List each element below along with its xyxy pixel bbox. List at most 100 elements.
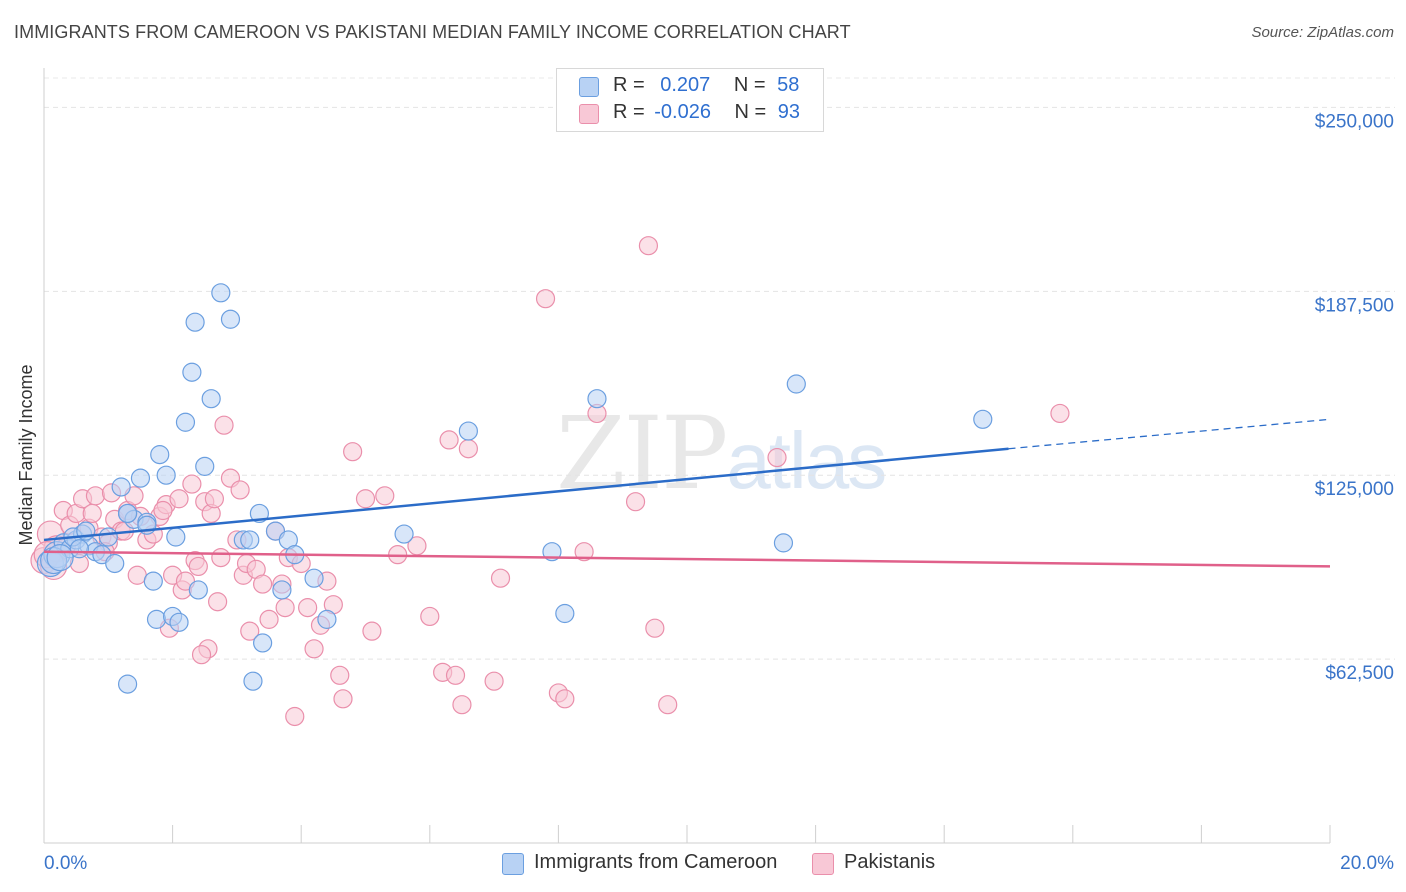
cameroon-point (69, 539, 89, 559)
legend-swatch-pakistanis (579, 104, 599, 124)
pakistani-point (445, 665, 466, 685)
y-tick-label: $62,500 (1325, 663, 1394, 684)
cameroon-point (117, 503, 138, 524)
cameroon-point (175, 412, 196, 432)
pakistani-point (535, 289, 556, 309)
chart-title: IMMIGRANTS FROM CAMEROON VS PAKISTANI ME… (14, 22, 851, 42)
cameroon-point (542, 542, 562, 562)
tick-labels: $62,500 $125,000 $187,500 $250,000 0.0% 20.0% (44, 111, 1394, 874)
cameroon-point (150, 445, 170, 465)
y-tick-label: $125,000 (1315, 479, 1394, 500)
cameroon-point (146, 609, 167, 629)
pakistani-point (304, 639, 324, 659)
cameroon-point (211, 283, 231, 303)
pakistani-point (188, 556, 208, 577)
cameroon-point (166, 527, 186, 547)
pakistani-point (182, 474, 202, 494)
cameroon-point (156, 465, 176, 485)
legend-n-label: N = (734, 101, 767, 123)
axes (43, 68, 1331, 844)
correlation-legend: R = 0.207 N = 58 R = -0.026 N = 93 (556, 68, 824, 132)
cameroon-point (253, 633, 273, 653)
bottom-legend-swatch-pakistanis (812, 853, 834, 875)
cameroon-trend-extension (1008, 418, 1331, 450)
pakistani-point (767, 447, 787, 468)
pakistani-point (458, 439, 478, 459)
pakistani-point (484, 671, 504, 691)
cameroon-point (169, 612, 189, 632)
pakistani-point (362, 621, 382, 641)
cameroon-point (201, 389, 221, 409)
cameroon-point (786, 374, 806, 394)
bottom-legend-swatch-cameroon (502, 853, 524, 875)
cameroon-point (555, 603, 575, 624)
pakistani-point (85, 486, 106, 506)
cameroon-point (105, 553, 125, 574)
y-tick-label: $187,500 (1315, 295, 1394, 316)
pakistani-point (439, 430, 459, 450)
source-label: Source: ZipAtlas.com (1251, 24, 1394, 41)
legend-n-value: 93 (777, 101, 801, 123)
pakistani-point (214, 415, 234, 435)
bottom-legend-label-pakistanis: Pakistanis (844, 851, 936, 873)
pakistani-point (490, 568, 511, 588)
cameroon-point (773, 533, 794, 553)
watermark: ZIPatlas (556, 395, 887, 512)
cameroon-point (317, 609, 337, 629)
cameroon-point (973, 409, 993, 429)
pakistani-point (230, 480, 250, 500)
cameroon-trend-line (43, 447, 1009, 542)
pakistani-point (153, 500, 173, 521)
cameroon-point (304, 568, 324, 588)
x-tick-label-max: 20.0% (1340, 853, 1394, 874)
legend-stats-pakistanis: R = -0.026 N = 93 (613, 101, 800, 124)
pakistani-point (82, 503, 102, 524)
pakistani-point (127, 565, 147, 585)
pakistani-point (658, 695, 678, 715)
cameroon-point (111, 477, 131, 497)
cameroon-point (188, 580, 208, 600)
cameroon-point (243, 671, 263, 691)
cameroon-point (195, 456, 215, 476)
series-cameroon-points (36, 283, 993, 694)
pakistani-point (333, 689, 353, 709)
cameroon-point (220, 309, 241, 329)
pakistani-point (452, 695, 472, 715)
cameroon-point (182, 362, 202, 382)
legend-n-label: N = (733, 74, 766, 96)
cameroon-point (240, 530, 260, 550)
pakistani-trend-line (43, 550, 1331, 568)
pakistani-point (330, 665, 350, 685)
pakistani-point (638, 236, 659, 256)
legend-r-value: 0.207 (660, 74, 711, 96)
trend-lines (43, 418, 1331, 568)
legend-r-label: R = (613, 74, 645, 96)
pakistani-point (555, 689, 575, 709)
pakistani-point (259, 609, 279, 629)
pakistani-point (420, 606, 440, 627)
pakistani-point (275, 598, 295, 618)
pakistani-point (298, 598, 318, 618)
cameroon-point (143, 571, 163, 591)
y-axis-label: Median Family Income (16, 364, 36, 546)
series-pakistanis-points (30, 236, 1070, 727)
legend-stats-cameroon: R = 0.207 N = 58 (613, 74, 799, 97)
pakistani-point (645, 618, 665, 638)
cameroon-point (394, 524, 414, 544)
bottom-legend-label-cameroon: Immigrants from Cameroon (534, 851, 778, 873)
legend-swatch-cameroon (579, 77, 599, 97)
legend-r-value: -0.026 (654, 101, 711, 123)
cameroon-point (130, 468, 151, 488)
watermark-zip: ZIP (556, 395, 728, 512)
pakistani-point (253, 574, 273, 594)
pakistani-point (625, 492, 646, 512)
cameroon-point (117, 674, 138, 694)
pakistani-point (574, 542, 594, 562)
pakistani-point (285, 706, 305, 727)
pakistani-point (343, 442, 363, 462)
legend-n-value: 58 (777, 74, 800, 96)
pakistani-point (1050, 403, 1070, 424)
legend-r-label: R = (613, 101, 645, 123)
cameroon-point (98, 527, 118, 547)
